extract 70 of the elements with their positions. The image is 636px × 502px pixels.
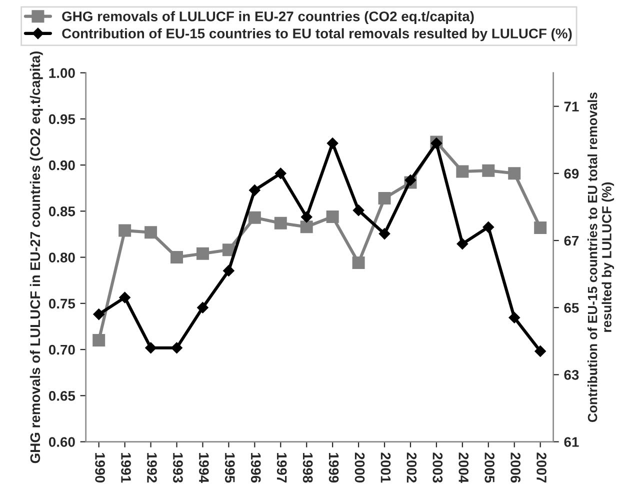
point	[196, 247, 209, 260]
x-tick-label: 2001	[380, 452, 391, 483]
point	[534, 346, 546, 357]
y2-tick-label: 71	[564, 102, 579, 112]
point	[248, 211, 261, 224]
point	[534, 222, 547, 234]
point	[508, 312, 520, 324]
point	[249, 184, 260, 196]
point	[274, 216, 287, 230]
y-tick-label: 0.90	[48, 160, 75, 170]
point	[456, 165, 469, 178]
x-tick-label: 1997	[276, 453, 287, 482]
y2-tick-label: 67	[564, 236, 579, 246]
point	[197, 302, 208, 314]
x-tick-label: 1992	[147, 453, 157, 483]
point	[352, 204, 364, 216]
x-tick-label: 1998	[302, 453, 313, 483]
point	[119, 292, 130, 304]
point	[171, 342, 182, 354]
point	[301, 211, 312, 223]
point	[404, 174, 416, 186]
point	[145, 342, 156, 354]
y-tick-label: 0.85	[48, 206, 76, 216]
x-tick-label: 1994	[198, 453, 209, 483]
point	[170, 251, 184, 264]
y-tick-label: 0.75	[48, 298, 76, 309]
x-tick-label: 2000	[354, 452, 365, 483]
point	[93, 308, 104, 320]
legend-label: GHG removals of LULUCF in EU-27 countries (CO2 eq.t/capita)	[62, 11, 474, 24]
point	[482, 164, 495, 177]
y2-tick-label: 69	[564, 168, 579, 179]
point	[456, 238, 468, 250]
y2-axis-title: Contribution of EU-15 countries to EU total removals resulted by LULUCF (%)	[588, 92, 614, 422]
y-tick-label: 0.65	[48, 390, 76, 401]
legend-label: Contribution of EU-15 countries to EU total removals resulted by LULUCF (%)	[62, 28, 572, 42]
point	[482, 221, 494, 233]
point	[144, 226, 158, 239]
point	[222, 244, 235, 256]
y2-tick-label: 63	[564, 370, 579, 380]
point	[326, 138, 338, 149]
x-tick-label: 1993	[173, 453, 183, 483]
y2-tick-label: 65	[564, 302, 579, 313]
x-tick-label: 2003	[432, 452, 443, 483]
point	[378, 228, 390, 240]
y-tick-label: 1.00	[49, 68, 75, 78]
x-tick-label: 2004	[458, 452, 469, 483]
x-tick-label: 1996	[250, 453, 261, 483]
y2-tick-label: 61	[564, 437, 579, 447]
y-tick-label: 0.60	[48, 437, 75, 447]
point	[92, 334, 106, 347]
x-tick-label: 1995	[224, 453, 235, 483]
x-tick-label: 1990	[95, 453, 105, 483]
x-tick-label: 2006	[510, 452, 520, 483]
x-tick-label: 2005	[484, 452, 494, 483]
point	[223, 265, 234, 276]
point	[326, 210, 339, 223]
y-axis-title: GHG removals of LULUCF in EU-27 countries (CO2 eq.t/capita)	[30, 52, 43, 464]
point	[275, 168, 286, 180]
point	[378, 192, 391, 204]
x-tick-label: 2007	[536, 452, 546, 482]
y-tick-label: 0.70	[48, 344, 75, 355]
x-tick-label: 2002	[406, 452, 417, 483]
x-tick-label: 1991	[121, 453, 131, 483]
y-tick-label: 0.80	[48, 252, 75, 262]
point	[300, 220, 313, 234]
x-tick-label: 1999	[328, 453, 339, 483]
point	[508, 167, 521, 180]
point	[352, 256, 365, 270]
y-tick-label: 0.95	[48, 114, 76, 124]
point	[118, 224, 132, 237]
